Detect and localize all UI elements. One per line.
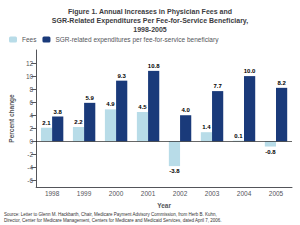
svg-text:SGR-Related Expenditures Per F: SGR-Related Expenditures Per Fee-for-Ser…: [52, 17, 248, 25]
svg-text:2005: 2005: [269, 190, 284, 197]
svg-text:0.1: 0.1: [234, 133, 243, 139]
svg-text:1999: 1999: [77, 190, 92, 197]
svg-text:10.0: 10.0: [244, 68, 256, 74]
svg-text:2: 2: [30, 125, 34, 132]
svg-text:4: 4: [30, 112, 34, 119]
svg-text:-2: -2: [27, 151, 33, 158]
svg-text:8: 8: [30, 86, 34, 93]
svg-text:1998: 1998: [45, 190, 60, 197]
svg-text:10.8: 10.8: [148, 63, 160, 69]
svg-text:2004: 2004: [237, 190, 252, 197]
svg-text:-3.8: -3.8: [169, 168, 180, 174]
svg-text:2002: 2002: [173, 190, 188, 197]
svg-text:-6: -6: [27, 177, 33, 184]
svg-text:Figure 1. Annual Increases in: Figure 1. Annual Increases in Physician …: [68, 8, 232, 16]
svg-text:Fees: Fees: [22, 36, 37, 43]
svg-text:Year: Year: [157, 202, 171, 209]
svg-text:2000: 2000: [109, 190, 124, 197]
svg-text:7.7: 7.7: [213, 83, 222, 89]
svg-text:Director, Center for Medicare: Director, Center for Medicare Management…: [4, 218, 222, 223]
svg-text:5.9: 5.9: [86, 95, 95, 101]
svg-text:2003: 2003: [205, 190, 220, 197]
svg-text:2.1: 2.1: [42, 120, 51, 126]
svg-text:Percent change: Percent change: [8, 94, 16, 143]
svg-text:1998-2005: 1998-2005: [133, 26, 167, 33]
svg-text:12: 12: [26, 60, 34, 67]
svg-text:8.2: 8.2: [277, 80, 286, 86]
svg-text:4.9: 4.9: [106, 101, 115, 107]
svg-text:0: 0: [30, 138, 34, 145]
svg-text:9.3: 9.3: [118, 73, 127, 79]
svg-text:6: 6: [30, 99, 34, 106]
svg-text:4.0: 4.0: [181, 107, 190, 113]
svg-text:10: 10: [26, 73, 34, 80]
svg-text:-4: -4: [27, 164, 33, 171]
svg-text:3.8: 3.8: [54, 109, 63, 115]
svg-text:SGR-related expenditures per f: SGR-related expenditures per fee-for-ser…: [55, 36, 219, 44]
svg-text:2.2: 2.2: [74, 119, 83, 125]
svg-text:1.4: 1.4: [202, 124, 211, 130]
svg-text:-0.8: -0.8: [265, 149, 276, 155]
svg-text:Source: Letter to Glenn M. Hac: Source: Letter to Glenn M. Hackbarth, Ch…: [4, 212, 217, 217]
svg-text:4.5: 4.5: [138, 104, 147, 110]
svg-text:2001: 2001: [141, 190, 156, 197]
